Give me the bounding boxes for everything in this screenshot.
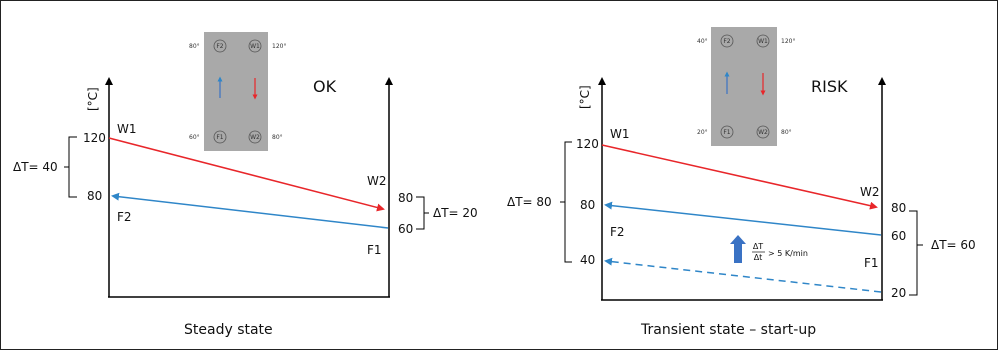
rate-up-arrow-icon: [730, 235, 746, 263]
right-delta-bracket-left-panel: [416, 196, 429, 230]
left-port-w2: [248, 130, 262, 144]
right-tick-40: 40: [580, 253, 595, 267]
right-unit-label: [°C]: [578, 85, 592, 109]
right-delta-right-bracket: [909, 210, 923, 296]
left-caption: Steady state: [184, 322, 273, 338]
left-tick-80: 80: [87, 189, 102, 203]
right-port-f2-label: F2: [723, 38, 730, 45]
left-port-f2-label: F2: [216, 43, 223, 50]
right-tick-80-right: 80: [891, 201, 906, 215]
left-panel: F2 W1 F1 W2 80° 120° 60° 80° OK [°C] 120…: [13, 32, 478, 338]
right-delta-left: ΔT= 80: [507, 195, 552, 209]
left-port-w1-label: W1: [250, 43, 260, 50]
right-hx-top-right-temp: 120°: [781, 38, 795, 45]
right-tick-60-right: 60: [891, 229, 906, 243]
left-label-f2: F2: [117, 210, 132, 224]
left-label-f1: F1: [367, 243, 382, 257]
right-hot-line: [601, 144, 878, 210]
left-status: OK: [313, 77, 337, 96]
left-port-f1: [213, 130, 227, 144]
left-tick-80-right: 80: [398, 191, 413, 205]
left-delta-bracket: [64, 136, 77, 198]
right-delta-right: ΔT= 60: [931, 238, 976, 252]
right-label-w1: W1: [610, 127, 630, 141]
left-port-w1: [248, 39, 262, 53]
right-cold-startup-line: [604, 257, 882, 293]
right-label-f1: F1: [864, 256, 879, 270]
right-label-f2: F2: [610, 225, 625, 239]
left-hx-bottom-right-temp: 80°: [272, 134, 283, 141]
right-hx-bottom-left-temp: 20°: [697, 129, 708, 136]
right-port-f2: [720, 34, 734, 48]
left-delta-right: ΔT= 20: [433, 206, 478, 220]
right-port-f1-label: F1: [723, 129, 730, 136]
left-hx-top-left-temp: 80°: [189, 43, 200, 50]
right-delta-left-bracket: [560, 141, 572, 263]
left-tick-120: 120: [83, 131, 106, 145]
right-heat-exchanger: F2 W1 F1 W2 40° 120° 20° 80°: [697, 27, 795, 146]
right-port-w1-label: W1: [758, 38, 768, 45]
rate-denominator: Δt: [754, 253, 763, 262]
right-port-w2-label: W2: [758, 129, 768, 136]
left-port-w2-label: W2: [250, 134, 260, 141]
rate-text: > 5 K/min: [768, 249, 808, 258]
left-port-f2: [213, 39, 227, 53]
right-hx-bottom-right-temp: 80°: [781, 129, 792, 136]
right-tick-120: 120: [576, 137, 599, 151]
right-port-w1: [756, 34, 770, 48]
left-heat-exchanger: F2 W1 F1 W2 80° 120° 60° 80°: [189, 32, 286, 151]
right-tick-20-right: 20: [891, 286, 906, 300]
left-cold-line: [111, 192, 389, 229]
left-hx-bottom-left-temp: 60°: [189, 134, 200, 141]
rate-numerator: ΔT: [753, 242, 763, 251]
right-label-w2: W2: [860, 185, 880, 199]
left-label-w1: W1: [117, 122, 137, 136]
right-hx-top-left-temp: 40°: [697, 38, 708, 45]
left-port-f1-label: F1: [216, 134, 223, 141]
left-delta-left: ΔT= 40: [13, 160, 58, 174]
right-port-f1: [720, 125, 734, 139]
right-status: RISK: [811, 77, 848, 96]
left-tick-60-right: 60: [398, 222, 413, 236]
left-hot-line: [108, 137, 385, 212]
right-cold-line: [604, 201, 882, 236]
right-plate: [711, 27, 777, 146]
left-label-w2: W2: [367, 174, 387, 188]
right-panel: F2 W1 F1 W2 40° 120° 20° 80° RISK [°C] 1…: [507, 27, 976, 338]
right-port-w2: [756, 125, 770, 139]
right-tick-80: 80: [580, 198, 595, 212]
left-hx-top-right-temp: 120°: [272, 43, 286, 50]
left-unit-label: [°C]: [86, 87, 100, 111]
right-caption: Transient state – start-up: [640, 322, 816, 338]
